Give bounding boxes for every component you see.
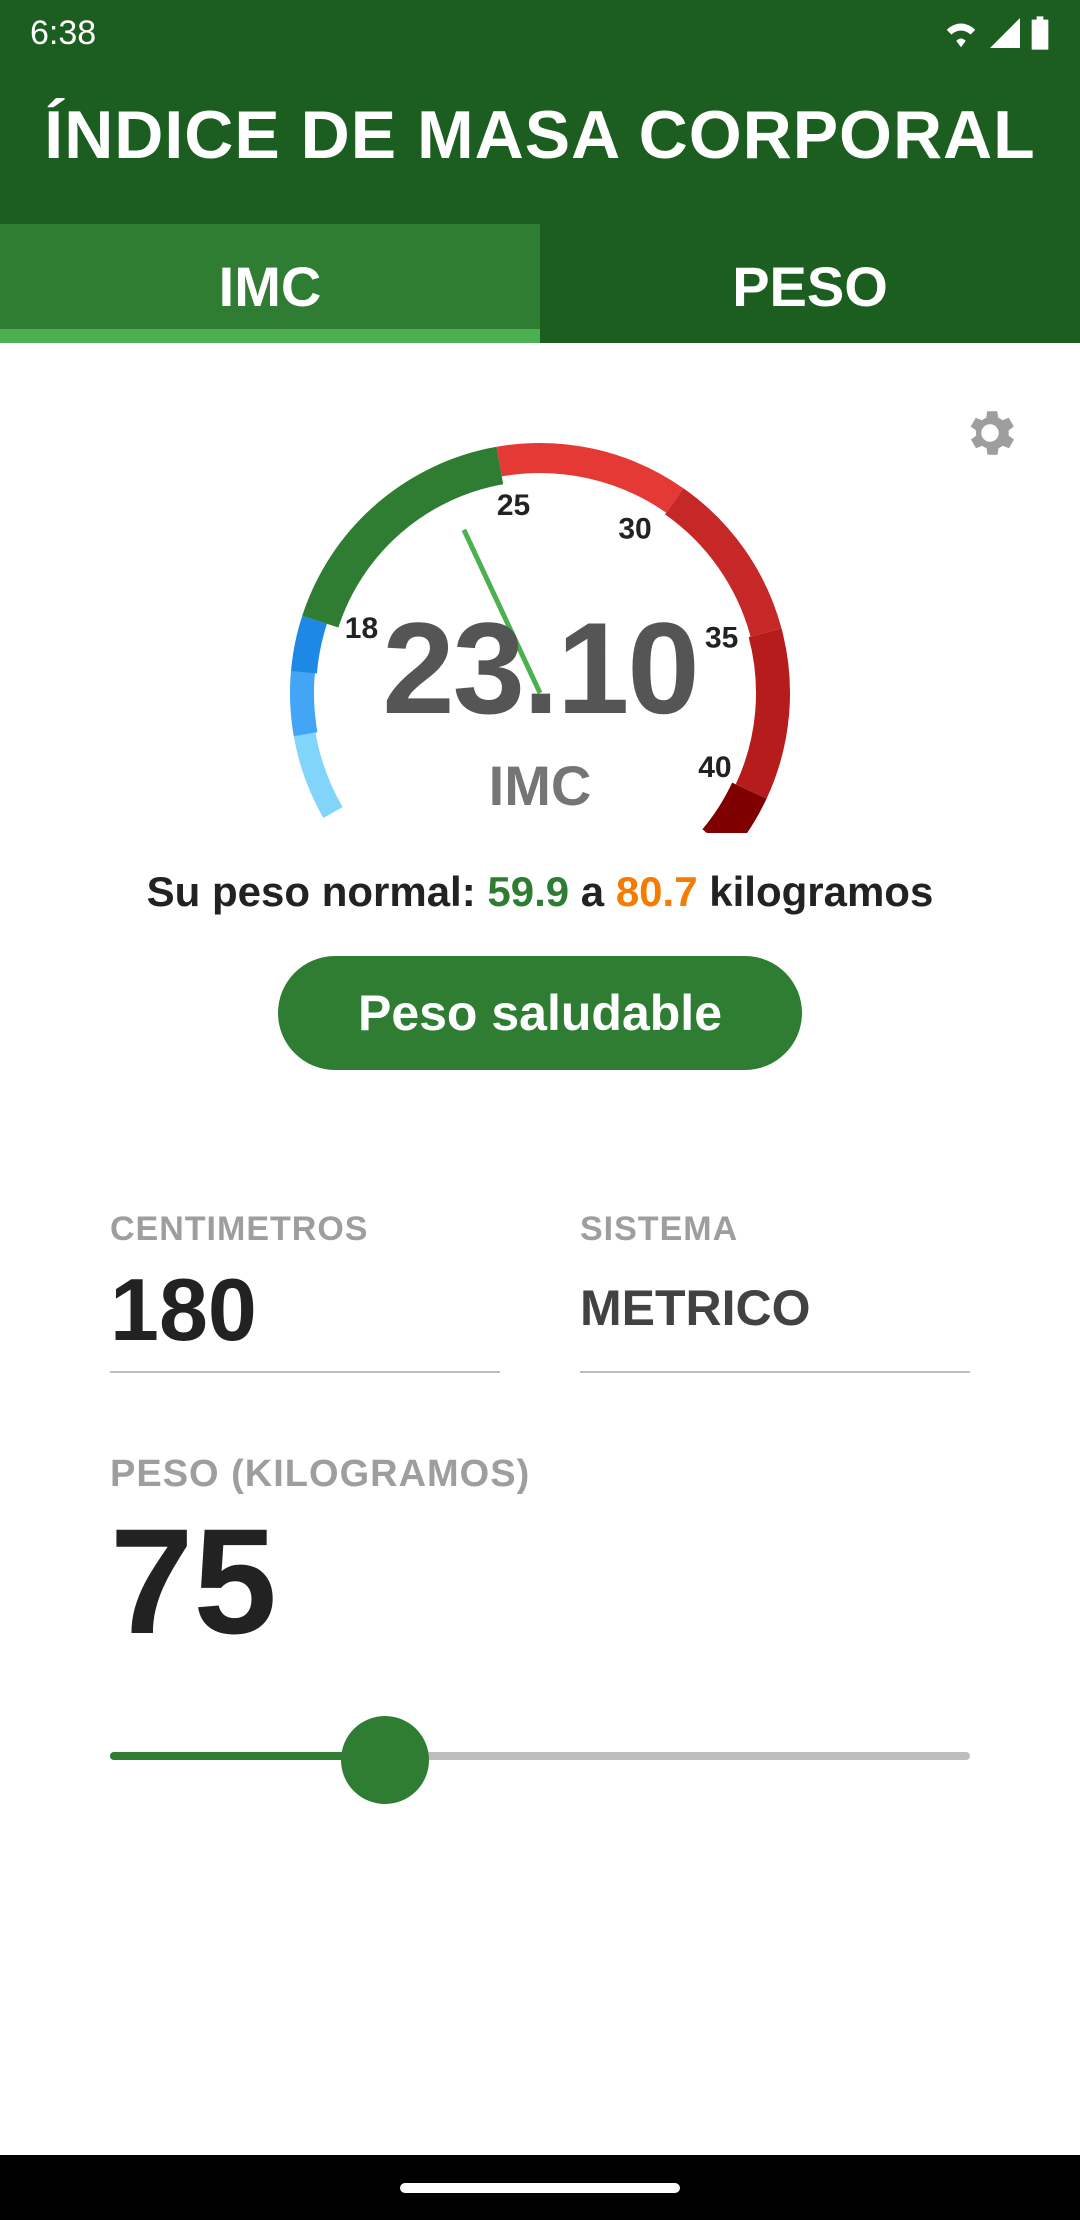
normal-suffix: kilogramos — [698, 868, 934, 915]
tab-bar: IMC PESO — [0, 224, 1080, 343]
navigation-bar — [0, 2155, 1080, 2220]
page-title: ÍNDICE DE MASA CORPORAL — [0, 96, 1080, 174]
normal-low: 59.9 — [487, 868, 569, 915]
normal-weight-text: Su peso normal: 59.9 a 80.7 kilogramos — [60, 868, 1020, 916]
battery-icon — [1030, 16, 1050, 50]
slider-thumb[interactable] — [341, 1716, 429, 1804]
height-field[interactable]: CENTIMETROS 180 — [110, 1210, 500, 1373]
weight-label: PESO (KILOGRAMOS) — [110, 1453, 970, 1496]
status-icons — [942, 16, 1050, 50]
status-pill-container: Peso saludable — [60, 916, 1020, 1070]
app-header: ÍNDICE DE MASA CORPORAL — [0, 66, 1080, 224]
bmi-label: IMC — [382, 753, 697, 818]
tab-peso[interactable]: PESO — [540, 224, 1080, 343]
status-badge: Peso saludable — [278, 956, 802, 1070]
svg-text:25: 25 — [497, 489, 530, 522]
wifi-icon — [942, 18, 980, 48]
height-label: CENTIMETROS — [110, 1210, 500, 1249]
svg-text:40: 40 — [698, 751, 731, 784]
weight-slider[interactable] — [110, 1716, 970, 1796]
status-bar: 6:38 — [0, 0, 1080, 66]
height-value: 180 — [110, 1259, 500, 1361]
input-fields: CENTIMETROS 180 SISTEMA METRICO — [60, 1210, 1020, 1373]
svg-text:18: 18 — [345, 612, 378, 645]
signal-icon — [990, 18, 1020, 48]
svg-text:30: 30 — [618, 512, 651, 545]
weight-section: PESO (KILOGRAMOS) 75 — [60, 1453, 1020, 1796]
bmi-value: 23.10 — [382, 593, 697, 743]
svg-text:35: 35 — [705, 621, 738, 654]
normal-high: 80.7 — [616, 868, 698, 915]
system-field[interactable]: SISTEMA METRICO — [580, 1210, 970, 1373]
normal-prefix: Su peso normal: — [147, 868, 488, 915]
gauge-center: 23.10 IMC — [382, 593, 697, 818]
home-indicator[interactable] — [400, 2183, 680, 2193]
tab-imc[interactable]: IMC — [0, 224, 540, 343]
system-value: METRICO — [580, 1279, 970, 1337]
bmi-gauge: 18 25 30 35 40 23.10 IMC — [60, 413, 1020, 838]
system-label: SISTEMA — [580, 1210, 970, 1249]
normal-mid: a — [569, 868, 616, 915]
status-time: 6:38 — [30, 14, 96, 53]
weight-value: 75 — [110, 1506, 970, 1656]
main-content: 18 25 30 35 40 23.10 IMC Su peso normal: 59.… — [0, 343, 1080, 2155]
